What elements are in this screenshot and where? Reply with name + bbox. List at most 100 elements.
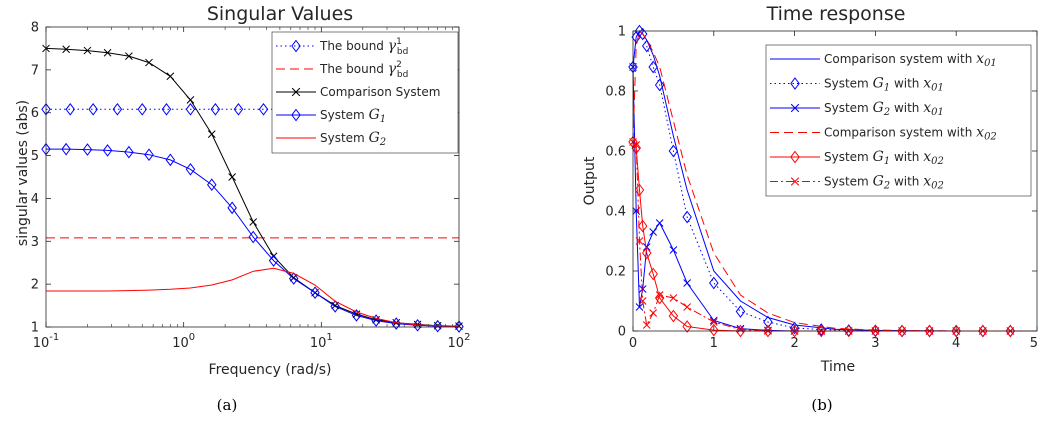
chart-b-point-6 xyxy=(736,325,745,334)
chart-a-xlabel: Frequency (rad/s) xyxy=(209,362,332,378)
chart-b-axes-frame xyxy=(632,30,1038,332)
chart-a-ytick-label: 2 xyxy=(31,278,39,293)
chart-a-axes-frame xyxy=(45,26,460,328)
chart-b-point-5 xyxy=(978,324,988,338)
chart-a-series-line-5 xyxy=(46,267,460,327)
chart-b-xlabel: Time xyxy=(820,359,855,375)
chart-a-legend-label: System G2​ xyxy=(320,130,386,148)
chart-a-point-1 xyxy=(65,102,75,116)
chart-b-point-2 xyxy=(648,60,658,74)
chart-a-point-4 xyxy=(227,201,237,215)
chart-a-legend-marker xyxy=(291,39,301,53)
chart-a-point-4 xyxy=(288,272,299,285)
chart-a-xtick-label: 102 xyxy=(448,332,471,351)
chart-a-title: Singular Values xyxy=(207,3,353,25)
chart-a-legend-label: System G1​ xyxy=(320,107,386,125)
chart-a-point-3 xyxy=(125,52,133,60)
chart-a-point-4 xyxy=(102,144,113,157)
chart-b-point-2 xyxy=(789,321,800,335)
chart-a-point-4 xyxy=(61,142,71,156)
chart-b-point-5 xyxy=(870,324,881,338)
chart-b-point-3 xyxy=(709,316,718,325)
chart-a-point-1 xyxy=(112,102,123,116)
chart-b-point-6 xyxy=(669,294,678,302)
chart-b-legend-label: Comparison system with x01​ xyxy=(824,51,997,69)
chart-b-point-6 xyxy=(655,291,664,299)
chart-b-point-5 xyxy=(648,267,658,281)
chart-b-point-5 xyxy=(763,324,773,338)
chart-a-xtick-label: 10-1 xyxy=(33,332,60,351)
chart-b-point-6 xyxy=(649,309,658,317)
chart-b-point-5 xyxy=(634,183,645,197)
chart-b-point-2 xyxy=(735,305,746,318)
chart-b-legend-label: System G2​ with x02​ xyxy=(824,174,944,192)
chart-a-point-1 xyxy=(233,102,244,116)
chart-b-legend-label: Comparison system with x02​ xyxy=(824,125,997,143)
chart-a-point-4 xyxy=(432,319,443,333)
chart-b-legend: Comparison system with x01​ System G1​ wi… xyxy=(765,44,1032,197)
chart-b-ytick-label: 0.2 xyxy=(605,265,626,280)
chart-b-series-line-4 xyxy=(632,30,1037,332)
chart-a-point-4 xyxy=(144,148,154,162)
chart-b-point-5 xyxy=(951,324,961,338)
chart-b-ytick-label: 0.6 xyxy=(605,145,626,160)
chart-b-plot-area: 0 1 2 3 4 5 0 0.2 0.4 0.6 0.8 1 xyxy=(605,25,1038,352)
chart-a-ytick-label: 5 xyxy=(31,149,39,164)
chart-a-point-4 xyxy=(185,162,196,176)
chart-b-point-2 xyxy=(709,276,719,290)
caption-a: (a) xyxy=(217,396,238,414)
chart-b-point-2 xyxy=(668,144,679,158)
chart-b-point-5 xyxy=(843,324,854,338)
chart-b-legend-box xyxy=(765,44,1032,197)
panel-a: Singular Values singular values (abs) Fr… xyxy=(15,3,470,414)
chart-a-xtick-label: 100 xyxy=(172,332,195,351)
chart-b-point-2 xyxy=(763,315,773,329)
chart-b-ytick-label: 0.4 xyxy=(605,205,626,220)
chart-a-point-1 xyxy=(137,102,147,116)
chart-b-point-2 xyxy=(637,27,648,41)
chart-a-ytick-label: 3 xyxy=(31,235,39,250)
chart-b-legend-marker xyxy=(790,77,800,90)
chart-b-legend-label: System G1​ with x02​ xyxy=(824,149,944,167)
chart-b-xtick-label: 5 xyxy=(1030,336,1038,351)
chart-b-legend-marker xyxy=(790,150,800,164)
chart-b-point-3 xyxy=(638,285,647,293)
chart-b-ytick-label: 0 xyxy=(618,325,626,340)
chart-b-xtick-label: 0 xyxy=(629,336,637,351)
chart-b-point-5 xyxy=(816,324,827,338)
chart-b-point-6 xyxy=(632,141,641,149)
chart-b-xtick-label: 3 xyxy=(871,336,879,351)
chart-b-legend-label: System G1​ with x01​ xyxy=(824,76,944,94)
chart-a-series-line-4 xyxy=(46,148,460,328)
chart-a-point-4 xyxy=(207,178,217,192)
chart-a-point-4 xyxy=(248,230,258,244)
chart-a-point-3 xyxy=(249,218,258,226)
chart-b-point-2 xyxy=(682,210,692,224)
chart-a-point-4 xyxy=(454,320,464,333)
chart-a-point-1 xyxy=(185,102,196,116)
chart-b-xtick-label: 1 xyxy=(710,336,718,351)
chart-a-point-1 xyxy=(210,102,221,116)
chart-a-ylabel: singular values (abs) xyxy=(15,100,31,246)
chart-b-point-5 xyxy=(709,323,719,337)
chart-b-point-5 xyxy=(668,309,679,323)
chart-a-point-3 xyxy=(228,173,237,181)
chart-a-point-4 xyxy=(310,286,320,300)
chart-b-point-5 xyxy=(924,324,935,338)
panel-b: Time response Output Time 0 1 2 3 4 500.20.40… xyxy=(582,3,1038,414)
chart-b-ytick-label: 1 xyxy=(618,25,626,40)
chart-a-point-3 xyxy=(166,72,175,81)
chart-b-point-3 xyxy=(649,228,658,236)
chart-a-ytick-label: 6 xyxy=(31,106,39,121)
caption-b: (b) xyxy=(811,396,832,414)
chart-b-legend-marker xyxy=(790,177,800,186)
chart-a-point-4 xyxy=(268,254,279,267)
chart-a-point-4 xyxy=(351,309,362,322)
chart-a-point-1 xyxy=(161,102,172,116)
chart-a-point-3 xyxy=(83,46,92,55)
chart-b-point-3 xyxy=(635,303,644,311)
chart-b-point-6 xyxy=(642,321,651,329)
